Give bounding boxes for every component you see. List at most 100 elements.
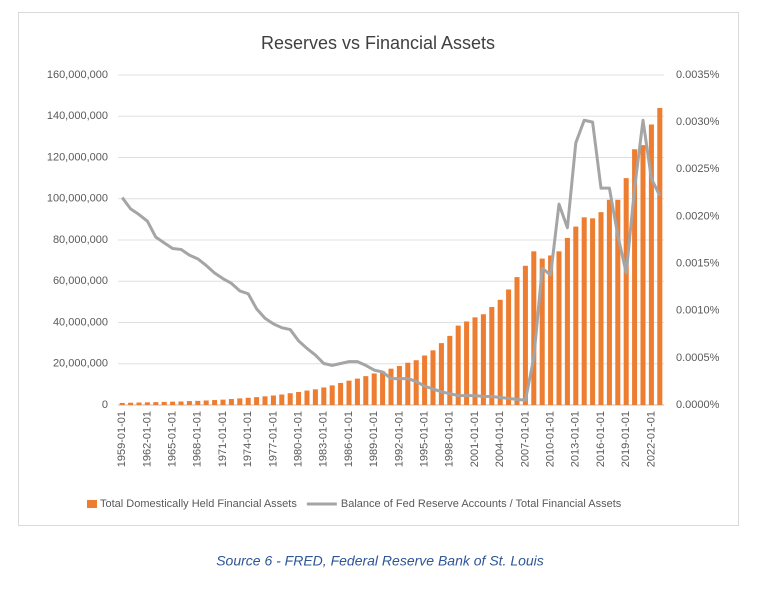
x-tick-label: 1980-01-01 <box>293 411 305 467</box>
y-tick-label: 20,000,000 <box>53 358 108 370</box>
bar <box>279 394 285 405</box>
bar <box>119 402 125 405</box>
bar <box>245 397 251 405</box>
x-tick-label: 2004-01-01 <box>494 411 506 467</box>
bar <box>396 366 402 405</box>
bar <box>632 149 638 405</box>
x-tick-label: 1995-01-01 <box>419 411 431 467</box>
bar <box>388 368 394 405</box>
x-tick-label: 2001-01-01 <box>469 411 481 467</box>
bar <box>161 401 167 405</box>
x-tick-label: 1962-01-01 <box>141 411 153 467</box>
bar <box>447 335 453 405</box>
x-tick-label: 1959-01-01 <box>116 411 128 467</box>
x-tick-label: 2010-01-01 <box>545 411 557 467</box>
bar <box>170 401 176 405</box>
y2-tick-label: 0.0020% <box>676 210 720 222</box>
bar <box>648 124 654 405</box>
y-tick-label: 60,000,000 <box>53 275 108 287</box>
bar <box>321 387 327 405</box>
bar <box>405 362 411 405</box>
y-tick-label: 100,000,000 <box>47 193 108 205</box>
x-tick-label: 1974-01-01 <box>242 411 254 467</box>
bar <box>338 382 344 405</box>
bar <box>455 325 461 405</box>
bar <box>548 255 554 405</box>
bar <box>464 321 470 405</box>
y-tick-label: 0 <box>102 399 108 411</box>
bar <box>430 350 436 405</box>
bar <box>573 226 579 405</box>
x-tick-label: 2022-01-01 <box>645 411 657 467</box>
bar <box>329 385 335 405</box>
x-tick-label: 1965-01-01 <box>167 411 179 467</box>
bar <box>195 400 201 405</box>
bar <box>228 399 234 405</box>
bar <box>522 265 528 405</box>
bar <box>178 401 184 405</box>
bar <box>287 393 293 405</box>
x-tick-label: 1971-01-01 <box>217 411 229 467</box>
bar <box>497 299 503 405</box>
line <box>120 118 662 402</box>
bar <box>598 212 604 405</box>
y2-tick-label: 0.0035% <box>676 69 720 81</box>
bar <box>506 289 512 405</box>
y2-tick-label: 0.0015% <box>676 257 720 269</box>
bar <box>136 402 142 405</box>
bar <box>489 307 495 405</box>
x-tick-label: 2019-01-01 <box>620 411 632 467</box>
bar <box>640 145 646 405</box>
bar <box>539 258 545 405</box>
bar <box>254 397 260 405</box>
y-tick-label: 160,000,000 <box>47 69 108 81</box>
bar <box>153 402 159 405</box>
y-tick-label: 80,000,000 <box>53 234 108 246</box>
legend-swatch <box>87 500 97 508</box>
bar <box>220 399 226 405</box>
bar <box>296 392 302 405</box>
bar <box>212 400 218 405</box>
bar <box>354 378 360 405</box>
bar <box>438 343 444 405</box>
y2-tick-label: 0.0010% <box>676 305 720 317</box>
bar <box>564 237 570 405</box>
y2-tick-label: 0.0005% <box>676 352 720 364</box>
x-tick-label: 1998-01-01 <box>444 411 456 467</box>
bar <box>422 355 428 405</box>
y2-tick-label: 0.0030% <box>676 116 720 128</box>
bar <box>270 395 276 405</box>
x-tick-label: 2007-01-01 <box>519 411 531 467</box>
y-tick-label: 120,000,000 <box>47 151 108 163</box>
bar <box>304 390 310 405</box>
bar <box>514 277 520 405</box>
bar <box>128 402 134 405</box>
bar <box>237 398 243 405</box>
legend-label: Total Domestically Held Financial Assets <box>100 498 297 510</box>
bar <box>363 376 369 405</box>
x-tick-label: 1986-01-01 <box>343 411 355 467</box>
bar <box>606 199 612 405</box>
caption: Source 6 - FRED, Federal Reserve Bank of… <box>216 553 544 569</box>
x-tick-label: 1977-01-01 <box>267 411 279 467</box>
x-tick-label: 2016-01-01 <box>595 411 607 467</box>
bar <box>556 251 562 405</box>
bar <box>144 402 150 405</box>
y-tick-label: 40,000,000 <box>53 316 108 328</box>
legend-label: Balance of Fed Reserve Accounts / Total … <box>341 498 622 510</box>
bar <box>590 218 596 405</box>
y2-tick-label: 0.0000% <box>676 399 720 411</box>
bar <box>203 400 209 405</box>
bar <box>623 178 629 405</box>
x-tick-label: 1992-01-01 <box>393 411 405 467</box>
chart-title: Reserves vs Financial Assets <box>261 33 495 53</box>
bar <box>346 380 352 405</box>
bar <box>657 108 663 405</box>
bar <box>531 251 537 405</box>
bar <box>615 199 621 405</box>
x-tick-label: 1968-01-01 <box>192 411 204 467</box>
x-tick-label: 1983-01-01 <box>318 411 330 467</box>
bar <box>312 389 318 405</box>
